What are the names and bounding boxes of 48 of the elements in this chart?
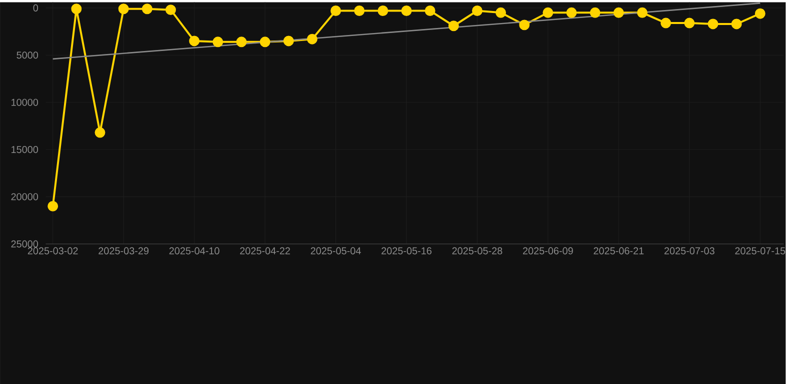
point [754, 8, 766, 19]
x-tick-label: 2025-07-15 [735, 247, 786, 254]
point [165, 4, 176, 15]
point [354, 5, 365, 16]
point [496, 7, 506, 18]
y-tick-label: 15000 [12, 146, 38, 153]
point [118, 4, 129, 14]
x-tick-label: 2025-05-16 [382, 247, 432, 254]
point [94, 127, 106, 138]
point [684, 18, 695, 28]
point [519, 20, 530, 30]
y-tick-label: 25000 [11, 240, 38, 248]
point [448, 20, 459, 32]
point [212, 36, 224, 48]
x-tick-label: 2025-03-02 [28, 247, 78, 254]
point [660, 18, 672, 28]
point [330, 5, 341, 16]
point [637, 7, 648, 18]
y-tick-label: 20000 [11, 193, 38, 200]
x-tick-label: 2025-06-21 [594, 247, 644, 254]
y-tick-label: 5000 [16, 52, 38, 59]
point [613, 7, 624, 18]
point [401, 5, 412, 16]
y-tick-label: 10000 [12, 98, 38, 106]
x-tick-label: 2025-06-09 [523, 247, 573, 254]
point [566, 7, 577, 18]
point [283, 36, 294, 46]
point [306, 34, 318, 44]
x-tick-label: 2025-05-04 [310, 247, 361, 254]
point [189, 36, 200, 46]
point [71, 4, 82, 14]
point [590, 7, 600, 18]
point [542, 7, 554, 18]
y-tick-label: 0 [33, 4, 38, 12]
x-tick-label: 2025-04-10 [169, 247, 220, 254]
x-tick-label: 2025-05-28 [452, 247, 502, 254]
point [48, 200, 58, 212]
x-tick-label: 2025-07-03 [664, 247, 714, 254]
point [142, 4, 152, 14]
point [708, 18, 718, 30]
x-tick-label: 2025-03-29 [98, 247, 149, 254]
point [472, 5, 482, 16]
x-tick-label: 2025-04-22 [240, 247, 290, 254]
point [378, 5, 388, 16]
point [424, 5, 436, 16]
point [260, 36, 270, 48]
point [731, 18, 742, 30]
point [236, 36, 247, 48]
